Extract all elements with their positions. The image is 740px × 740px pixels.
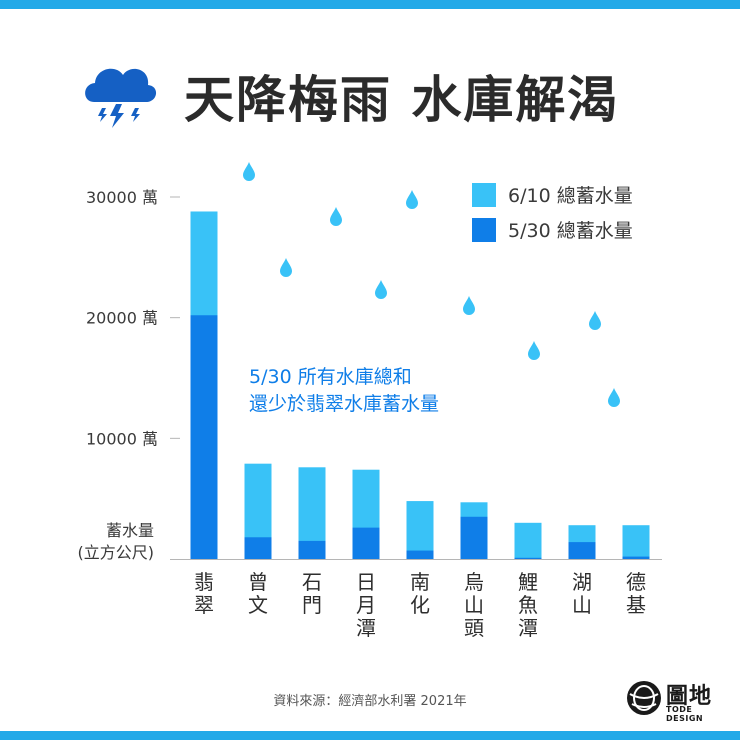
bar-5-30 <box>298 540 326 559</box>
category-label: 翡翠 <box>194 570 214 617</box>
legend-label: 6/10 總蓄水量 <box>508 185 633 207</box>
annotation-text: 5/30 所有水庫總和 <box>249 366 412 388</box>
bar-5-30 <box>460 516 488 559</box>
category-label: 鯉魚潭 <box>518 570 538 640</box>
top-band <box>0 0 740 9</box>
legend-swatch <box>472 183 496 207</box>
bar-5-30 <box>406 550 434 559</box>
page-title: 天降梅雨 水庫解渴 <box>184 71 620 129</box>
source-note: 資料來源：經濟部水利署 2021年 <box>273 694 467 709</box>
raindrop-icon <box>463 296 475 315</box>
bar-5-30 <box>514 557 542 559</box>
raindrop-icon <box>406 190 418 209</box>
bar-5-30 <box>568 542 596 559</box>
y-tick-label: 20000 萬 <box>86 309 158 328</box>
bottom-band <box>0 731 740 740</box>
legend-label: 5/30 總蓄水量 <box>508 220 633 242</box>
category-label: 湖山 <box>572 570 592 617</box>
bar-5-30 <box>622 556 650 559</box>
raindrop-icon <box>243 162 255 181</box>
brand-logo: 圖地 TODE DESIGN <box>626 678 726 723</box>
bar-5-30 <box>190 315 218 559</box>
legend-swatch <box>472 218 496 242</box>
raindrop-icon <box>608 388 620 407</box>
raindrop-icon <box>375 280 387 299</box>
logo-name: 圖地 <box>666 684 713 709</box>
raindrop-icon <box>528 341 540 360</box>
bar-6-10 <box>514 522 542 559</box>
bar-6-10 <box>406 501 434 559</box>
y-tick-label: 10000 萬 <box>86 429 158 448</box>
category-label: 德基 <box>626 570 646 617</box>
storm-cloud-icon <box>85 68 157 128</box>
y-tick-label: 30000 萬 <box>86 188 158 207</box>
bar-5-30 <box>244 537 272 559</box>
raindrop-icon <box>330 207 342 226</box>
annotation-text: 還少於翡翠水庫蓄水量 <box>249 393 439 415</box>
y-axis-unit: (立方公尺) <box>78 543 155 562</box>
globe-icon <box>627 681 661 715</box>
raindrop-icon <box>280 258 292 277</box>
category-label: 石門 <box>302 570 322 617</box>
category-label: 日月潭 <box>356 570 376 640</box>
category-label: 烏山頭 <box>464 570 484 640</box>
bar-5-30 <box>352 527 380 559</box>
bar-6-10 <box>622 525 650 559</box>
y-axis-label: 蓄水量 <box>106 521 154 540</box>
logo-subtitle: TODE DESIGN <box>666 705 704 723</box>
raindrop-icon <box>589 311 601 330</box>
category-label: 南化 <box>410 570 430 617</box>
category-label: 曾文 <box>248 570 268 617</box>
